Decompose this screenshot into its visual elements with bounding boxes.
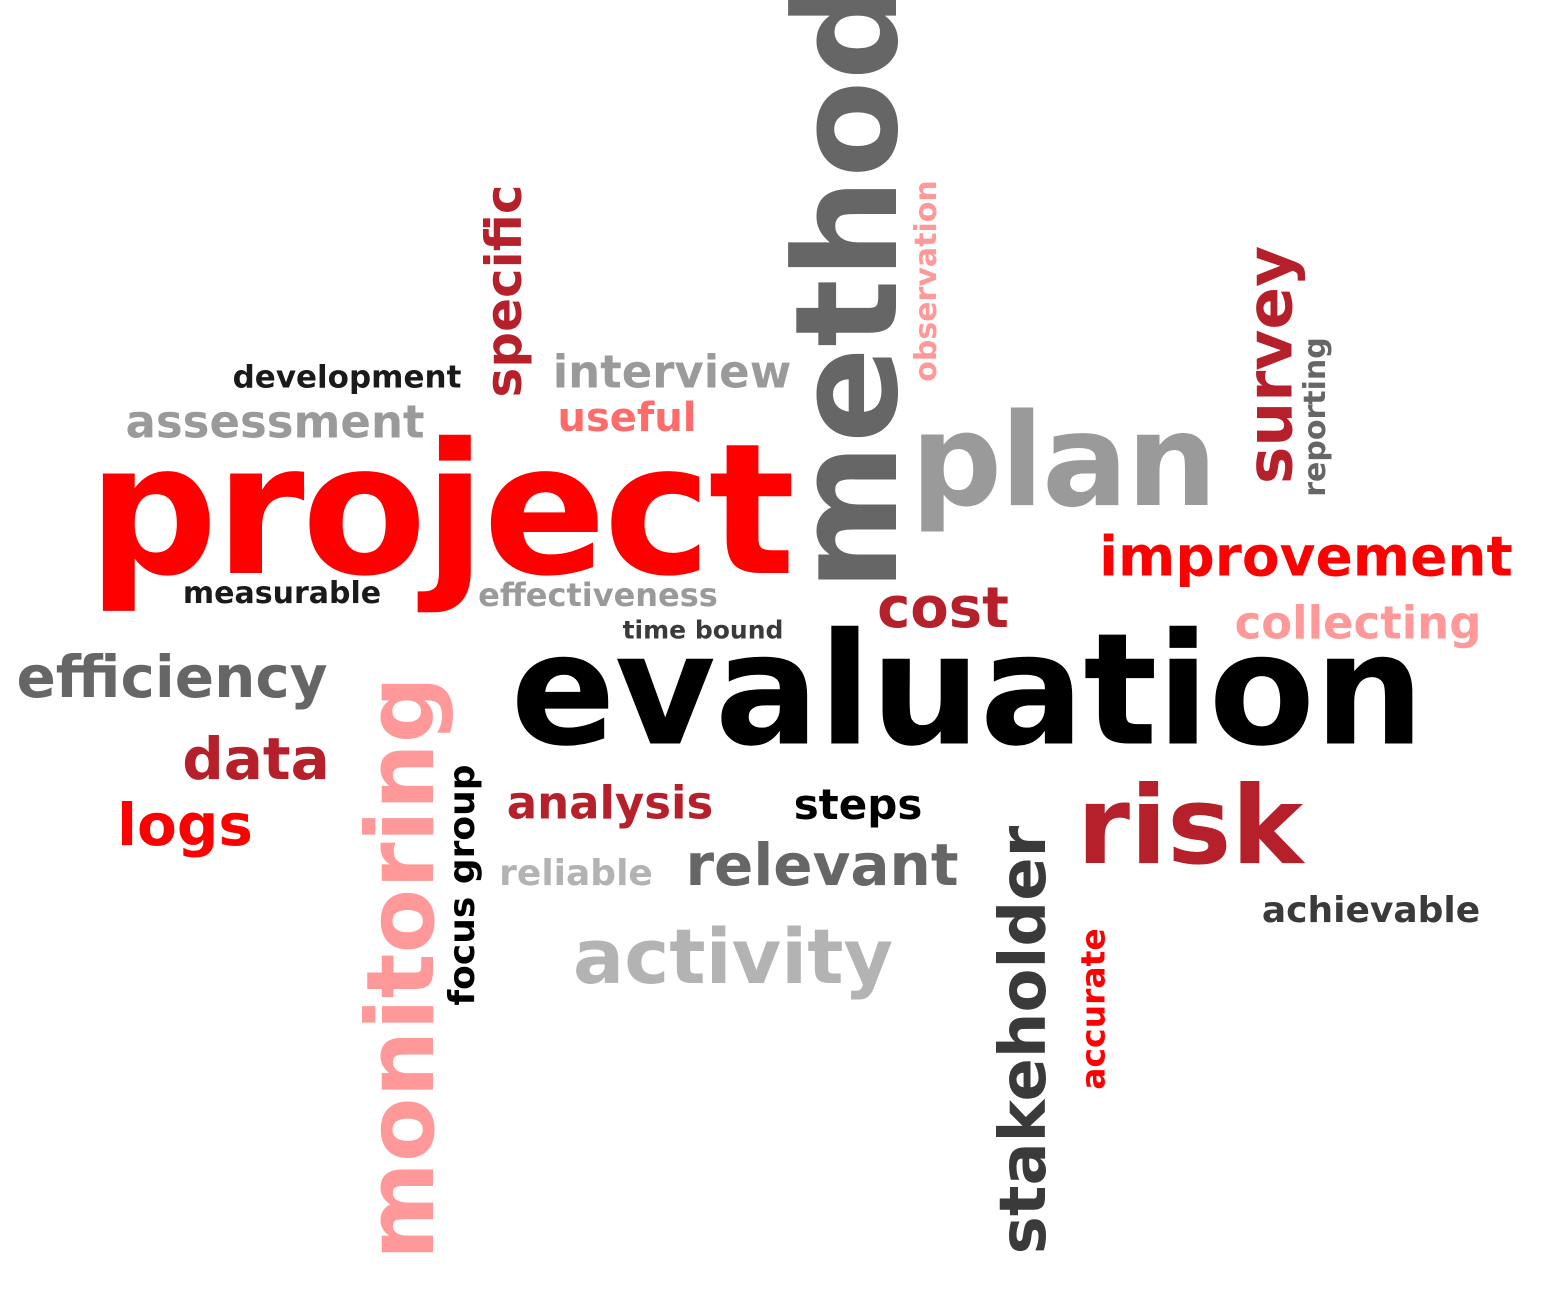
- word-reporting: reporting: [1298, 337, 1333, 497]
- word-activity: activity: [572, 912, 894, 1001]
- word-achievable: achievable: [1261, 890, 1481, 931]
- word-interview: interview: [552, 345, 792, 399]
- word-stakeholder: stakeholder: [987, 825, 1061, 1255]
- word-effectiveness: effectiveness: [478, 576, 718, 614]
- word-plan: plan: [910, 387, 1218, 536]
- word-development: development: [232, 359, 462, 396]
- word-observation: observation: [909, 180, 944, 382]
- word-specific: specific: [475, 184, 533, 398]
- word-time-bound: time bound: [622, 615, 784, 645]
- word-evaluation: evaluation: [510, 599, 1425, 781]
- word-analysis: analysis: [506, 776, 714, 830]
- word-method: method: [765, 0, 930, 592]
- word-assessment: assessment: [125, 395, 425, 449]
- word-cost: cost: [877, 576, 1009, 641]
- word-improvement: improvement: [1099, 524, 1513, 589]
- word-useful: useful: [557, 395, 697, 441]
- word-survey: survey: [1233, 245, 1307, 485]
- word-collecting: collecting: [1234, 596, 1482, 650]
- word-reliable: reliable: [499, 853, 653, 894]
- word-risk: risk: [1076, 764, 1304, 889]
- word-measurable: measurable: [182, 576, 382, 611]
- word-monitoring: monitoring: [347, 676, 456, 1260]
- word-relevant: relevant: [685, 831, 959, 899]
- word-accurate: accurate: [1073, 928, 1113, 1090]
- word-efficiency: efficiency: [16, 643, 328, 711]
- word-project: project: [87, 404, 796, 616]
- word-logs: logs: [117, 791, 253, 859]
- word-steps: steps: [793, 780, 923, 829]
- word-focus-group: focus group: [442, 764, 483, 1006]
- word-data: data: [182, 725, 330, 793]
